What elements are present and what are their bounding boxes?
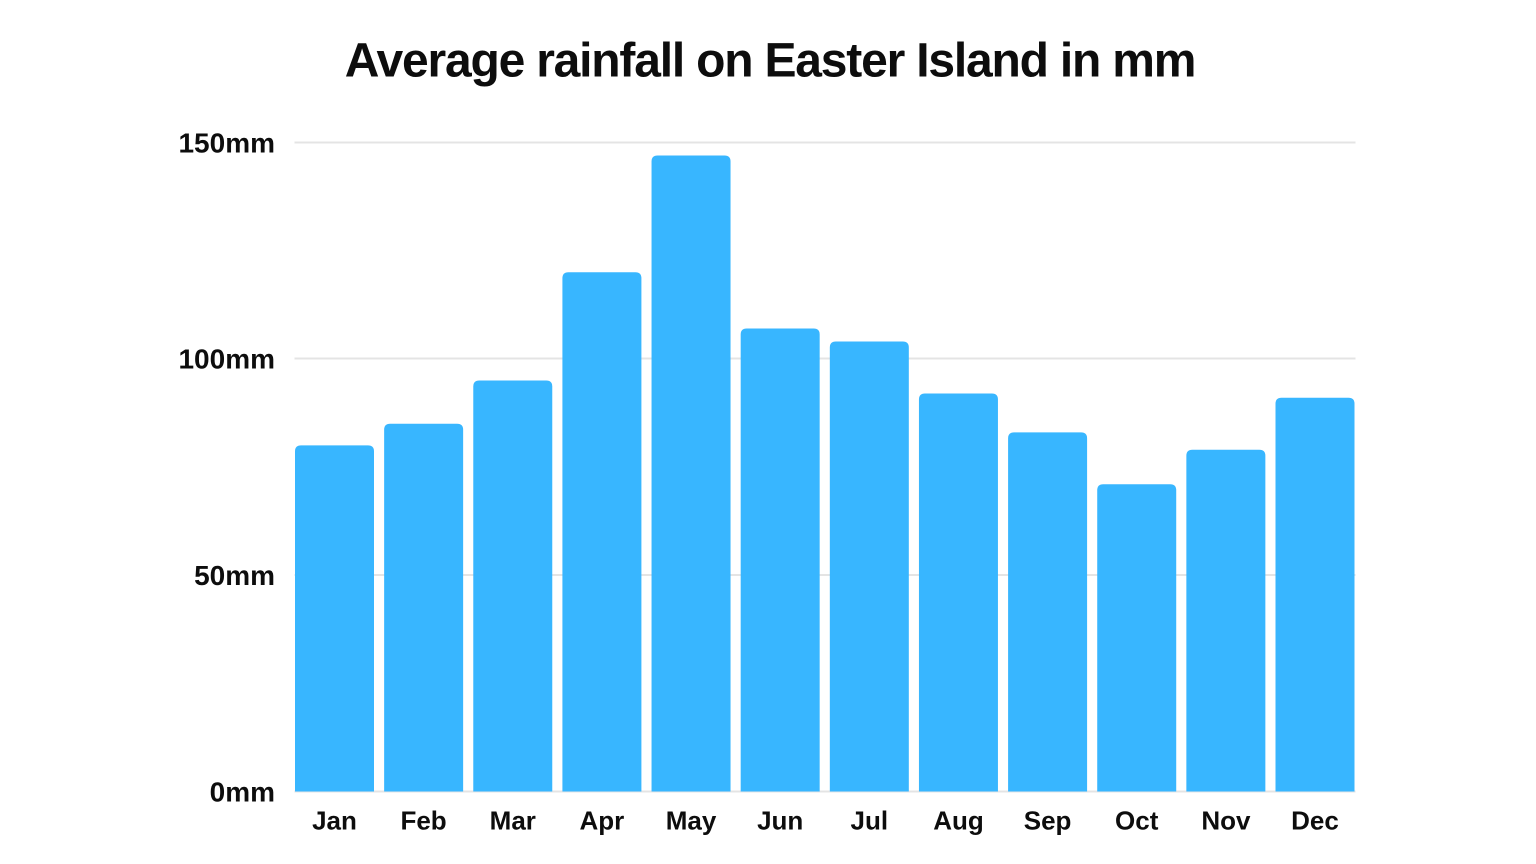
svg-text:Jul: Jul bbox=[851, 806, 889, 836]
svg-text:Jun: Jun bbox=[757, 806, 803, 836]
svg-text:Apr: Apr bbox=[580, 806, 625, 836]
svg-text:Average rainfall on Easter Isl: Average rainfall on Easter Island in mm bbox=[345, 35, 1195, 88]
svg-text:150mm: 150mm bbox=[178, 128, 275, 159]
svg-text:Dec: Dec bbox=[1291, 806, 1339, 836]
svg-text:Aug: Aug bbox=[933, 806, 984, 836]
svg-text:50mm: 50mm bbox=[194, 560, 275, 591]
svg-text:Jan: Jan bbox=[312, 806, 357, 836]
svg-text:Sep: Sep bbox=[1024, 806, 1072, 836]
svg-text:May: May bbox=[666, 806, 717, 836]
svg-text:Nov: Nov bbox=[1201, 806, 1251, 836]
svg-text:Oct: Oct bbox=[1115, 806, 1159, 836]
svg-text:0mm: 0mm bbox=[210, 777, 275, 808]
svg-text:Mar: Mar bbox=[490, 806, 536, 836]
svg-text:100mm: 100mm bbox=[178, 344, 275, 375]
svg-text:Feb: Feb bbox=[400, 806, 446, 836]
